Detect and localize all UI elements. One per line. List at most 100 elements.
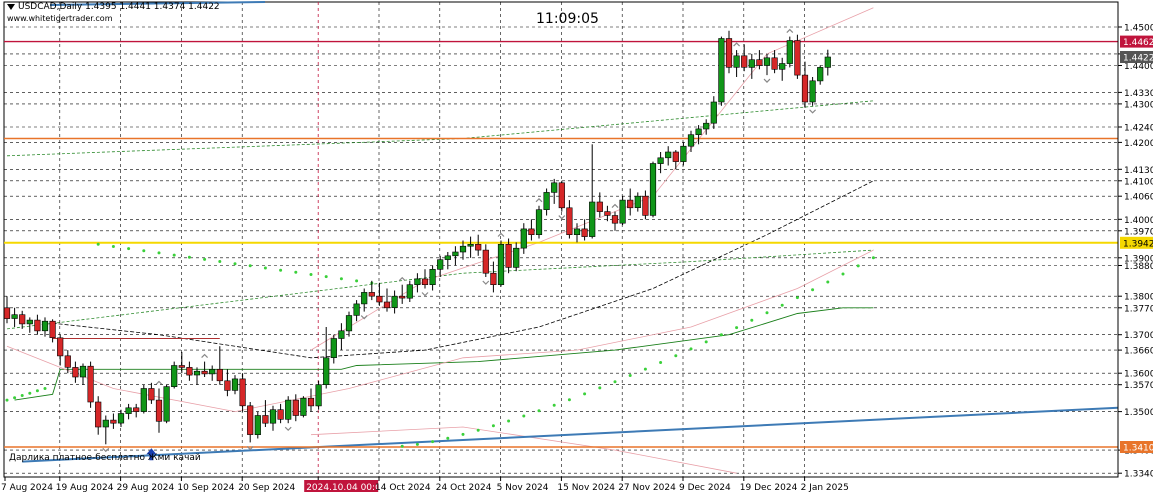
- y-tick-label-15: 1.3770: [1124, 304, 1153, 314]
- y-tick-label-13: 1.3880: [1124, 262, 1153, 272]
- y-tick-label-4: 1.4300: [1124, 100, 1153, 110]
- candle-body-106: [809, 80, 816, 103]
- candle-body-105: [801, 74, 809, 103]
- sar-dot-39: [704, 340, 708, 344]
- candle-body-31: [239, 378, 246, 407]
- y-tick-label-10: 1.4000: [1124, 216, 1153, 226]
- candle-body-27: [209, 368, 216, 375]
- sar-dot-start-4: [35, 389, 39, 393]
- candle-body-4: [34, 319, 41, 332]
- x-tick-label-3: 10 Sep 2024: [177, 483, 234, 493]
- fractal-marker-5: [360, 315, 368, 320]
- candle-body-40: [307, 397, 315, 407]
- candle-body-36: [277, 409, 284, 420]
- sar-dot-27: [522, 414, 526, 418]
- candle-body-14: [110, 419, 117, 424]
- y-tick-label-22: 1.3340: [1124, 470, 1153, 480]
- sar-dot-6: [187, 255, 191, 259]
- x-tick-label-4: 20 Sep 2024: [238, 483, 295, 493]
- buy-arrow-icon: [146, 448, 157, 461]
- fractal-marker-6: [398, 276, 406, 282]
- candle-body-5: [41, 320, 49, 332]
- candle-body-78: [596, 201, 603, 212]
- candle-body-35: [269, 409, 277, 424]
- symbol-quote: USDCAD,Daily 1.4395 1.4441 1.4374 1.4422: [18, 2, 220, 12]
- y-tick-label-8: 1.4100: [1124, 177, 1153, 187]
- candle-body-0: [3, 307, 11, 319]
- candle-body-43: [330, 338, 337, 359]
- candle-body-70: [535, 209, 543, 235]
- y-tick-label-20: 1.3500: [1124, 408, 1153, 418]
- y-tick-label-14: 1.3800: [1124, 293, 1153, 303]
- candle-body-89: [680, 145, 687, 162]
- sar-dot-13: [294, 270, 298, 274]
- fractal-marker-4: [284, 426, 292, 432]
- candle-body-108: [824, 56, 831, 68]
- candle-body-103: [786, 40, 793, 64]
- sar-dot-50: [871, 256, 875, 260]
- sar-dot-26: [507, 419, 511, 423]
- candle-body-19: [148, 388, 155, 401]
- sar-dot-30: [567, 398, 571, 402]
- price-tag-label-2: 1.3942: [1123, 239, 1153, 249]
- candle-body-99: [756, 59, 763, 66]
- dropdown-triangle-icon[interactable]: [7, 3, 15, 10]
- sar-dot-5: [172, 253, 176, 257]
- sar-dot-start-1: [13, 396, 17, 400]
- fractal-marker-14: [763, 78, 771, 83]
- candle-body-10: [79, 365, 87, 378]
- candle-body-65: [497, 244, 505, 286]
- candle-body-66: [505, 244, 512, 268]
- candle-body-23: [178, 365, 185, 368]
- clock: 11:09:05: [536, 11, 599, 27]
- candle-body-82: [627, 199, 634, 209]
- sar-dot-25: [491, 424, 495, 428]
- price-tag-bg-3: [1120, 441, 1153, 453]
- price-tag-bg-2: [1120, 236, 1153, 249]
- fractal-marker-16: [809, 109, 817, 114]
- candle-body-102: [779, 63, 786, 70]
- site-watermark: www.whitetigertrader.com: [7, 14, 113, 23]
- candle-body-62: [475, 244, 482, 251]
- candle-body-61: [467, 244, 474, 247]
- candle-body-69: [528, 228, 535, 235]
- candle-body-9: [72, 367, 79, 378]
- sar-dot-start-3: [28, 391, 32, 395]
- candle-body-96: [733, 55, 740, 68]
- candle-body-54: [414, 278, 421, 285]
- sar-dot-38: [689, 347, 693, 351]
- candle-body-20: [155, 399, 163, 422]
- candle-body-71: [543, 192, 550, 210]
- sar-dot-0: [96, 242, 100, 246]
- caption-text: Дарлика платное-бесплатно Жми качай: [9, 453, 201, 463]
- fractal-marker-13: [733, 42, 741, 47]
- x-tick-label-8: 5 Nov 2024: [497, 483, 549, 493]
- sar-dot-24: [476, 428, 480, 432]
- y-tick-label-17: 1.3660: [1124, 347, 1153, 357]
- candle-body-11: [87, 365, 94, 403]
- candle-body-44: [338, 330, 345, 339]
- y-tick-label-6: 1.4200: [1124, 139, 1153, 149]
- sar-dot-34: [628, 374, 632, 377]
- y-tick-label-3: 1.4330: [1124, 89, 1153, 99]
- candle-body-46: [353, 303, 360, 316]
- trend-line-blue-top: [49, 1, 266, 6]
- price-tag-label-1: 1.4422: [1123, 54, 1153, 64]
- sar-dot-40: [719, 333, 723, 337]
- x-tick-label-7: 24 Oct 2024: [436, 483, 492, 493]
- candle-body-68: [520, 228, 527, 249]
- fractal-marker-11: [558, 215, 566, 220]
- sar-dot-48: [841, 272, 845, 276]
- sar-dot-16: [339, 277, 343, 281]
- candle-body-50: [383, 301, 391, 309]
- fractal-marker-9: [497, 232, 505, 237]
- candle-body-86: [657, 157, 664, 164]
- candle-body-83: [634, 195, 641, 208]
- fractal-marker-10: [535, 197, 543, 203]
- candle-body-32: [247, 405, 254, 435]
- candle-body-87: [665, 151, 672, 159]
- candle-body-94: [718, 38, 725, 103]
- candle-body-75: [573, 228, 581, 235]
- candle-body-52: [399, 295, 406, 299]
